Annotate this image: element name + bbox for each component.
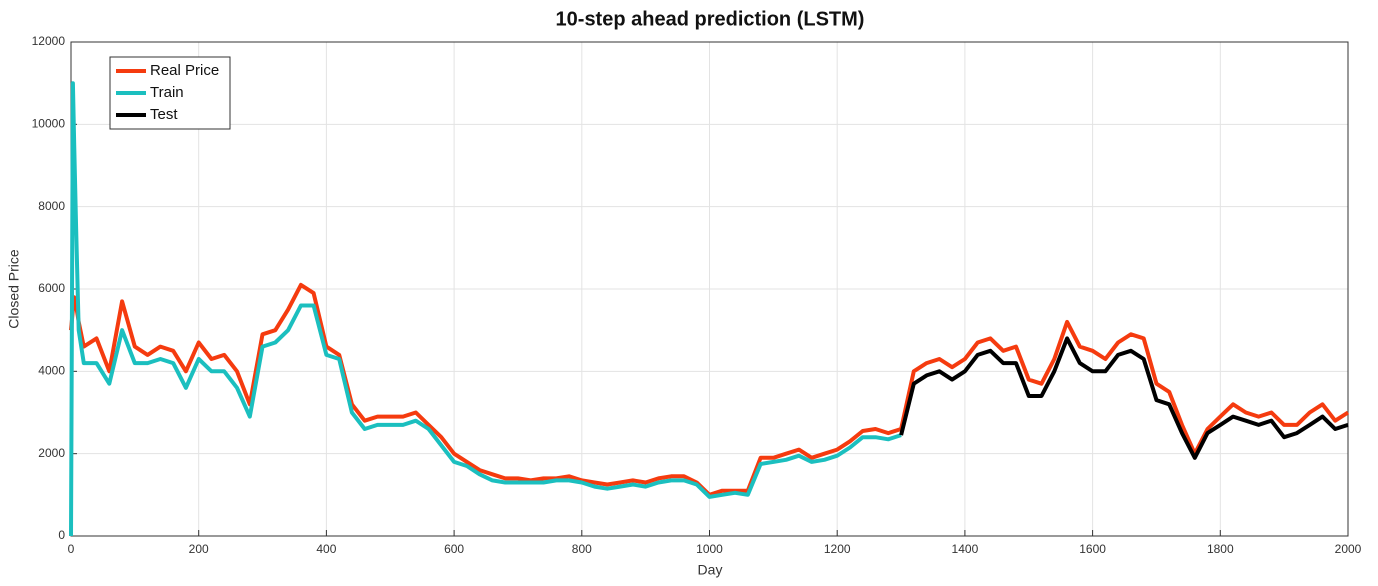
- x-tick-label: 1200: [824, 542, 851, 556]
- x-tick-label: 0: [68, 542, 75, 556]
- x-tick-label: 400: [316, 542, 336, 556]
- x-tick-label: 600: [444, 542, 464, 556]
- x-tick-label: 200: [189, 542, 209, 556]
- series-line: [69, 81, 902, 537]
- legend: Real Price Train Test: [109, 56, 231, 130]
- y-axis-label: Closed Price: [6, 249, 22, 329]
- y-tick-label: 6000: [38, 281, 65, 295]
- y-tick-label: 2000: [38, 446, 65, 460]
- y-tick-label: 4000: [38, 364, 65, 378]
- series-line: [69, 282, 1350, 497]
- x-tick-label: 1000: [696, 542, 723, 556]
- y-tick-label: 8000: [38, 199, 65, 213]
- legend-label: Test: [150, 106, 178, 123]
- x-tick-label: 1400: [952, 542, 979, 556]
- x-tick-label: 1800: [1207, 542, 1234, 556]
- x-tick-label: 800: [572, 542, 592, 556]
- chart-title: 10-step ahead prediction (LSTM): [556, 8, 865, 30]
- y-tick-label: 10000: [32, 117, 66, 131]
- x-tick-label: 2000: [1335, 542, 1362, 556]
- y-tick-label: 0: [58, 528, 65, 542]
- legend-label: Train: [150, 84, 184, 101]
- x-tick-label: 1600: [1079, 542, 1106, 556]
- series-line: [899, 336, 1349, 460]
- y-tick-label: 12000: [32, 34, 66, 48]
- x-axis-label: Day: [698, 562, 723, 578]
- legend-label: Real Price: [150, 62, 219, 79]
